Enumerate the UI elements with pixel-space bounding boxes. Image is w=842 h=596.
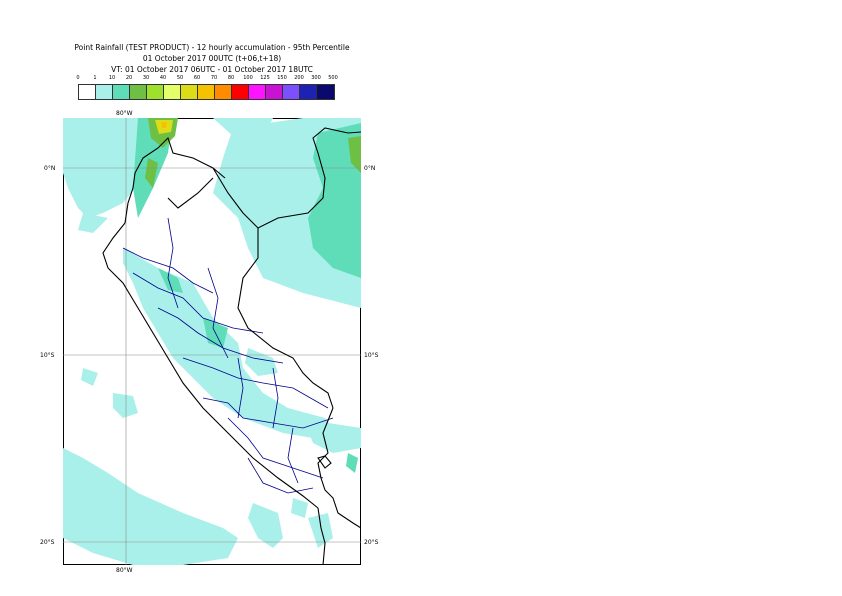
legend-threshold-label: 20 [125,75,133,81]
legend-threshold-label: 60 [193,75,201,81]
legend-threshold-label: 30 [142,75,150,81]
legend-threshold-label: 80 [227,75,235,81]
legend-swatch [164,85,181,99]
legend-threshold-label: 125 [260,75,270,81]
lat-label-right-20s: 20°S [364,539,379,546]
legend-threshold-labels: 0 1 10 20 30 40 50 60 70 80 100 125 150 200 300 500 [70,75,360,84]
legend-swatch [283,85,300,99]
legend-swatch [79,85,96,99]
lat-label-left-20s: 20°S [40,539,55,546]
legend-threshold-label: 200 [294,75,304,81]
legend-swatch [130,85,147,99]
lat-label-left-10s: 10°S [40,352,55,359]
legend-swatch [232,85,249,99]
legend-swatch [266,85,283,99]
legend-threshold-label: 500 [328,75,338,81]
lat-label-right-10s: 10°S [364,352,379,359]
legend-threshold-label: 10 [108,75,116,81]
legend-swatch [198,85,215,99]
lon-label-top: 80°W [116,110,133,117]
title-line-2: 01 October 2017 00UTC (t+06,t+18) [142,54,282,63]
map-frame [63,118,361,565]
legend-threshold-label: 1 [93,75,97,81]
legend-swatch [147,85,164,99]
legend-swatch [317,85,334,99]
region-borders [122,217,334,494]
title-line-1: Point Rainfall (TEST PRODUCT) - 12 hourl… [74,43,350,52]
chart-title-block: Point Rainfall (TEST PRODUCT) - 12 hourl… [62,42,362,75]
rain-extreme-areas [161,122,167,128]
country-borders [102,127,361,565]
legend-threshold-label: 0 [76,75,80,81]
legend-threshold-label: 150 [277,75,287,81]
title-line-3: VT: 01 October 2017 06UTC - 01 October 2… [111,65,313,74]
legend-threshold-label: 70 [210,75,218,81]
legend-swatch [300,85,317,99]
legend-threshold-label: 100 [243,75,253,81]
legend-swatch [215,85,232,99]
legend-threshold-label: 300 [311,75,321,81]
legend-swatch [113,85,130,99]
lon-label-bottom: 80°W [116,567,133,574]
legend-swatch [249,85,266,99]
lat-label-right-0n: 0°N [364,165,376,172]
legend-swatch [181,85,198,99]
legend-swatch [96,85,113,99]
lat-label-left-0n: 0°N [44,165,56,172]
legend-threshold-label: 40 [159,75,167,81]
rainfall-map[interactable] [63,118,361,565]
rain-light-areas [63,118,361,565]
legend-threshold-label: 50 [176,75,184,81]
legend-color-bar [78,84,335,100]
